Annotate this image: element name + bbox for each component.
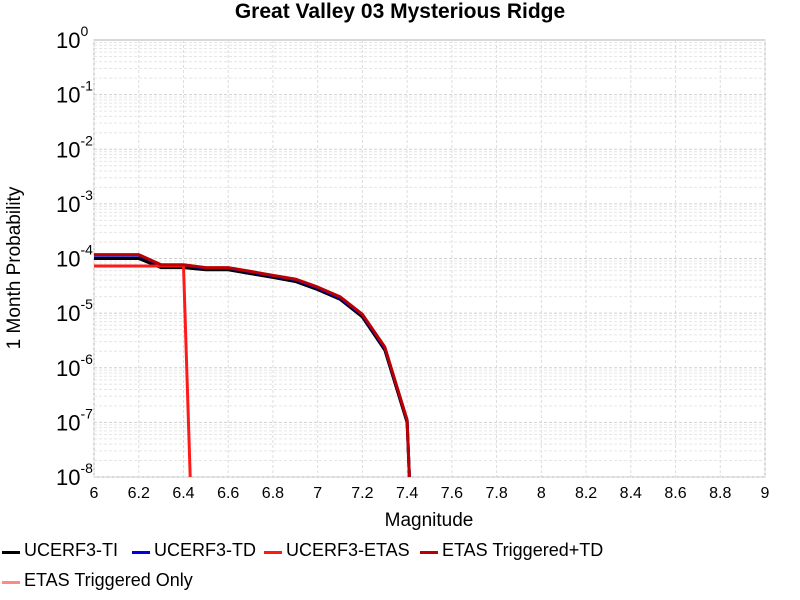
x-tick-label: 7.2 xyxy=(351,485,373,502)
x-axis-ticks: 6 6.2 6.4 6.6 6.8 7 7.2 7.4 7.6 7.8 8 8.2 8.4 8.6 8.8 9 xyxy=(90,485,770,502)
y-tick-exponent: -3 xyxy=(80,187,93,203)
y-tick-label: 10-6 xyxy=(56,351,93,381)
y-tick-base: 10 xyxy=(56,28,80,53)
y-tick-base: 10 xyxy=(56,301,80,326)
y-tick-label: 10-4 xyxy=(56,242,93,272)
series-lines xyxy=(94,253,411,478)
y-tick-exponent: 0 xyxy=(80,23,88,39)
y-tick-base: 10 xyxy=(56,356,80,381)
x-tick-label: 8 xyxy=(537,485,546,502)
y-tick-label: 10-8 xyxy=(56,460,93,490)
legend-label: UCERF3-TI xyxy=(24,539,118,560)
x-tick-label: 8.6 xyxy=(664,485,686,502)
x-tick-label: 6.8 xyxy=(262,485,284,502)
legend-label: UCERF3-TD xyxy=(154,539,256,560)
y-tick-label: 10-1 xyxy=(56,78,93,108)
legend-swatch xyxy=(2,580,20,584)
y-tick-exponent: -2 xyxy=(80,132,93,148)
grid xyxy=(93,40,766,478)
x-axis-label: Magnitude xyxy=(385,510,474,531)
x-tick-label: 7.8 xyxy=(485,485,507,502)
legend-swatch xyxy=(264,550,282,554)
y-tick-label: 10-5 xyxy=(56,296,93,326)
legend-swatch xyxy=(2,550,20,554)
y-tick-exponent: -8 xyxy=(80,460,93,476)
legend-item-1: UCERF3-TD xyxy=(132,538,256,562)
y-tick-label: 10-7 xyxy=(56,405,93,435)
y-tick-base: 10 xyxy=(56,465,80,490)
chart: Great Valley 03 Mysterious Ridge 6 6.2 6.4… xyxy=(4,0,770,531)
y-tick-exponent: -1 xyxy=(80,78,93,94)
legend-swatch xyxy=(420,550,438,554)
chart-title: Great Valley 03 Mysterious Ridge xyxy=(235,0,565,23)
x-tick-label: 8.4 xyxy=(620,485,642,502)
y-tick-base: 10 xyxy=(56,83,80,108)
x-tick-label: 6 xyxy=(90,485,99,502)
legend-label: ETAS Triggered+TD xyxy=(442,539,604,560)
series-line-3 xyxy=(94,253,411,478)
x-tick-label: 6.4 xyxy=(172,485,194,502)
y-tick-exponent: -6 xyxy=(80,351,93,367)
x-tick-label: 8.8 xyxy=(709,485,731,502)
x-tick-label: 8.2 xyxy=(575,485,597,502)
legend-label: UCERF3-ETAS xyxy=(286,539,410,560)
y-tick-label: 10-3 xyxy=(56,187,93,217)
x-tick-label: 7.6 xyxy=(441,485,463,502)
legend-item-4: ETAS Triggered Only xyxy=(2,568,193,592)
y-tick-base: 10 xyxy=(56,137,80,162)
y-tick-base: 10 xyxy=(56,410,80,435)
x-tick-label: 6.6 xyxy=(217,485,239,502)
legend-item-0: UCERF3-TI xyxy=(2,538,118,562)
y-tick-exponent: -5 xyxy=(80,296,93,312)
legend-swatch xyxy=(132,550,150,554)
y-tick-exponent: -7 xyxy=(80,405,93,421)
legend-item-3: ETAS Triggered+TD xyxy=(420,538,603,562)
y-tick-exponent: -4 xyxy=(80,242,93,258)
y-tick-label: 100 xyxy=(56,23,88,53)
y-axis-label: 1 Month Probability xyxy=(4,186,25,349)
x-tick-label: 6.2 xyxy=(128,485,150,502)
x-tick-label: 7.4 xyxy=(396,485,418,502)
y-tick-base: 10 xyxy=(56,247,80,272)
legend-item-2: UCERF3-ETAS xyxy=(264,538,410,562)
y-tick-label: 10-2 xyxy=(56,132,93,162)
x-tick-label: 7 xyxy=(313,485,322,502)
legend: UCERF3-TI UCERF3-TD UCERF3-ETAS ETAS Trigge… xyxy=(0,538,800,600)
y-tick-base: 10 xyxy=(56,192,80,217)
x-tick-label: 9 xyxy=(761,485,770,502)
legend-label: ETAS Triggered Only xyxy=(24,569,193,590)
